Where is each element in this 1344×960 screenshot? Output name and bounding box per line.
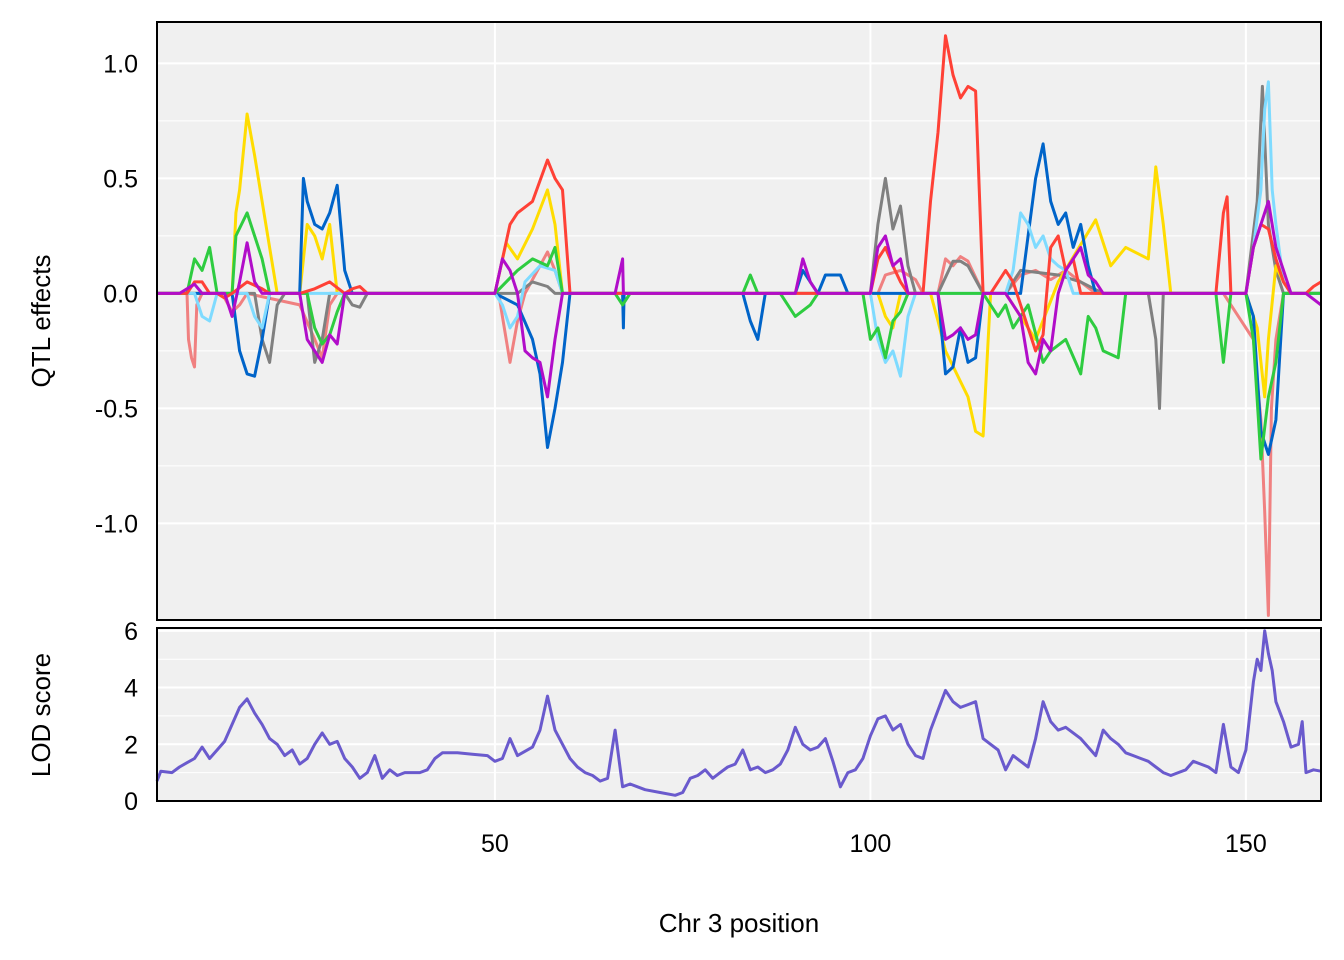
lod-y-tick-label: 2 xyxy=(124,731,138,759)
effects-y-tick-label: 1.0 xyxy=(103,50,138,78)
effects-panel: 1.0 0.5 0.0 -0.5 -1.0 QTL effects xyxy=(26,21,1322,621)
effects-y-tick-labels: 1.0 0.5 0.0 -0.5 -1.0 xyxy=(95,50,138,538)
lod-series-line-1 xyxy=(155,629,1322,797)
lod-x-tick-label: 100 xyxy=(850,830,892,858)
lod-panel: 0 2 4 6 50 100 150 LOD score Chr 3 position xyxy=(26,618,1322,938)
lod-series-group xyxy=(155,629,1322,797)
lod-panel-border xyxy=(156,627,1322,802)
lod-x-tick-labels: 50 100 150 xyxy=(481,830,1267,858)
effects-series-line-2 xyxy=(157,84,1321,410)
lod-y-tick-label: 0 xyxy=(124,788,138,816)
effects-y-tick-label: -0.5 xyxy=(95,395,138,423)
effects-y-axis-title: QTL effects xyxy=(26,255,56,388)
effects-series-group xyxy=(157,34,1322,617)
lod-x-tick-label: 150 xyxy=(1225,830,1267,858)
effects-panel-border xyxy=(156,21,1322,621)
lod-y-tick-label: 4 xyxy=(124,675,138,703)
lod-y-tick-labels: 0 2 4 6 xyxy=(124,618,138,816)
effects-y-tick-label: 0.0 xyxy=(103,280,138,308)
lod-x-tick-label: 50 xyxy=(481,830,509,858)
lod-y-axis-title: LOD score xyxy=(26,653,56,777)
effects-series-line-8 xyxy=(157,199,1322,399)
effects-y-tick-label: 0.5 xyxy=(103,165,138,193)
x-axis-title: Chr 3 position xyxy=(659,908,819,938)
effects-series-line-6 xyxy=(157,211,1321,461)
lod-y-tick-label: 6 xyxy=(124,618,138,646)
effects-series-line-5 xyxy=(157,80,1321,378)
effects-panel-background xyxy=(157,22,1321,620)
lod-panel-background xyxy=(157,628,1321,801)
effects-y-tick-label: -1.0 xyxy=(95,510,138,538)
